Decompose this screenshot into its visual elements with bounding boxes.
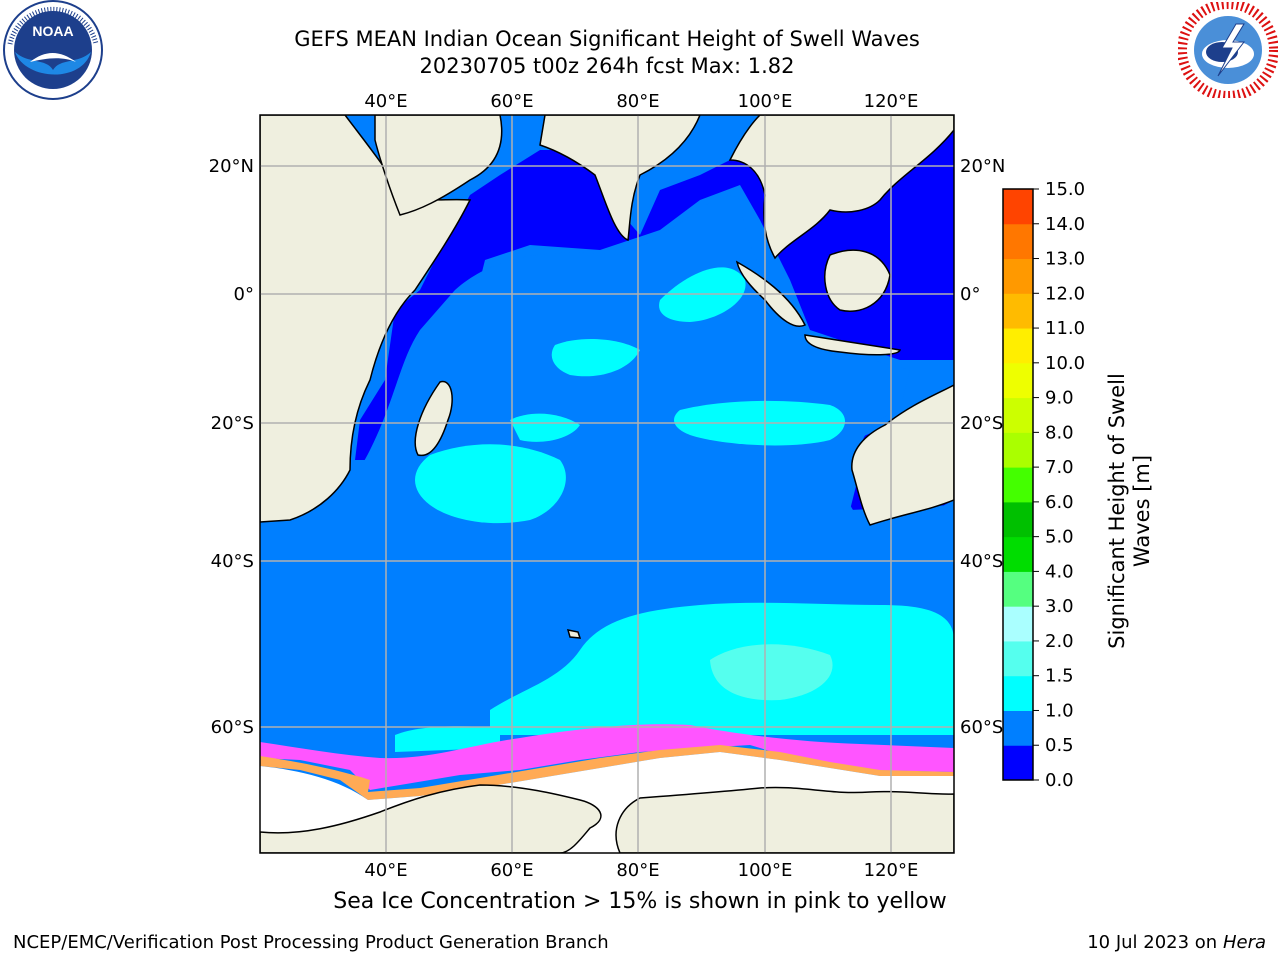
colorbar-tick-label: 2.0 (1045, 631, 1074, 652)
colorbar-segment (1003, 189, 1033, 225)
colorbar-segment (1003, 258, 1033, 294)
colorbar-segment (1003, 432, 1033, 468)
australia-land (851, 384, 954, 526)
colorbar-tick-label: 4.0 (1045, 561, 1074, 582)
map-subtitle: 20230705 t00z 264h fcst Max: 1.82 (419, 54, 795, 78)
sea-ice-caption: Sea Ice Concentration > 15% is shown in … (333, 889, 947, 914)
colorbar-tick-label: 10.0 (1045, 353, 1085, 374)
colorbar-segment (1003, 397, 1033, 433)
colorbar-tick-label: 1.5 (1045, 666, 1074, 687)
map-gridlines (260, 115, 954, 853)
colorbar-tick-label: 6.0 (1045, 492, 1074, 513)
colorbar-tick-label: 8.0 (1045, 422, 1074, 443)
colorbar-segment (1003, 571, 1033, 607)
colorbar-tick-label: 0.5 (1045, 735, 1074, 756)
lon-label-top: 80°E (616, 91, 659, 112)
lon-label-top: 100°E (738, 91, 793, 112)
colorbar-segment (1003, 536, 1033, 572)
lon-label-bottom: 40°E (364, 860, 407, 881)
southeast-asia-land (728, 115, 954, 260)
footer-date: 10 Jul 2023 on Hera (1087, 932, 1266, 953)
colorbar-tick-label: 9.0 (1045, 388, 1074, 409)
lat-label-right: 60°S (960, 717, 1003, 738)
footer-date-text: 10 Jul 2023 on (1087, 932, 1223, 953)
colorbar-segment (1003, 745, 1033, 781)
colorbar-tick-label: 5.0 (1045, 527, 1074, 548)
footer-host: Hera (1222, 932, 1266, 953)
lon-label-bottom: 80°E (616, 860, 659, 881)
land-masses (260, 115, 954, 853)
colorbar-tick-label: 15.0 (1045, 179, 1085, 200)
lon-label-bottom: 60°E (490, 860, 533, 881)
colorbar-tick-label: 12.0 (1045, 283, 1085, 304)
colorbar-label: Significant Height of Swell Waves [m] (1105, 351, 1155, 671)
colorbar-segment (1003, 467, 1033, 503)
colorbar: 0.0 0.5 1.0 1.5 2.0 3.0 4.0 5.0 6.0 7.0 8.0 9.0 10.0… (1002, 179, 1085, 791)
colorbar-tick-label: 0.0 (1045, 770, 1074, 791)
lat-label-left: 40°S (211, 551, 254, 572)
lon-label-top: 120°E (864, 91, 919, 112)
noaa-logo: NOAA (3, 0, 103, 100)
colorbar-tick-label: 14.0 (1045, 214, 1085, 235)
colorbar-segment (1003, 501, 1033, 538)
lon-label-bottom: 120°E (864, 860, 919, 881)
arabia-land (374, 115, 503, 216)
lon-label-top: 60°E (490, 91, 533, 112)
colorbar-tick-label: 3.0 (1045, 596, 1074, 617)
colorbar-segment (1003, 675, 1033, 711)
colorbar-frame (1002, 188, 1034, 781)
colorbar-label-line2: Waves [m] (1130, 454, 1154, 568)
peak-swell-patch (710, 644, 833, 701)
colorbar-segment (1003, 710, 1033, 746)
antarctica-land-east (615, 786, 954, 853)
colorbar-segment (1003, 293, 1033, 329)
lat-label-right: 20°S (960, 413, 1003, 434)
colorbar-label-line1: Significant Height of Swell (1105, 373, 1129, 649)
lat-label-right: 0° (960, 284, 980, 305)
sea-ice-edge-outer (260, 745, 954, 800)
india-land (539, 115, 701, 242)
colorbar-segment (1003, 362, 1033, 399)
colorbar-segment (1003, 606, 1033, 642)
java-land (804, 334, 901, 356)
lat-label-left: 0° (234, 284, 254, 305)
lat-label-left: 20°N (209, 156, 254, 177)
sea-ice-edge (260, 724, 954, 790)
lat-label-right: 20°N (960, 156, 1005, 177)
map-title: GEFS MEAN Indian Ocean Significant Heigh… (294, 27, 920, 51)
colorbar-segment (1003, 640, 1033, 677)
lat-label-left: 60°S (211, 717, 254, 738)
svg-text:NOAA: NOAA (32, 23, 73, 39)
colorbar-segment (1003, 223, 1033, 260)
lon-label-top: 40°E (364, 91, 407, 112)
colorbar-segment (1003, 328, 1033, 364)
borneo-land (824, 249, 891, 312)
colorbar-tick-label: 11.0 (1045, 318, 1085, 339)
colorbar-tick-label: 13.0 (1045, 249, 1085, 270)
madagascar-land (414, 380, 453, 457)
nws-logo (1178, 2, 1278, 98)
colorbar-tick-label: 1.0 (1045, 700, 1074, 721)
map-frame (259, 114, 955, 854)
lon-label-bottom: 100°E (738, 860, 793, 881)
footer-credit: NCEP/EMC/Verification Post Processing Pr… (13, 932, 609, 953)
lat-label-left: 20°S (211, 413, 254, 434)
colorbar-tick-label: 7.0 (1045, 457, 1074, 478)
lat-label-right: 40°S (960, 551, 1003, 572)
